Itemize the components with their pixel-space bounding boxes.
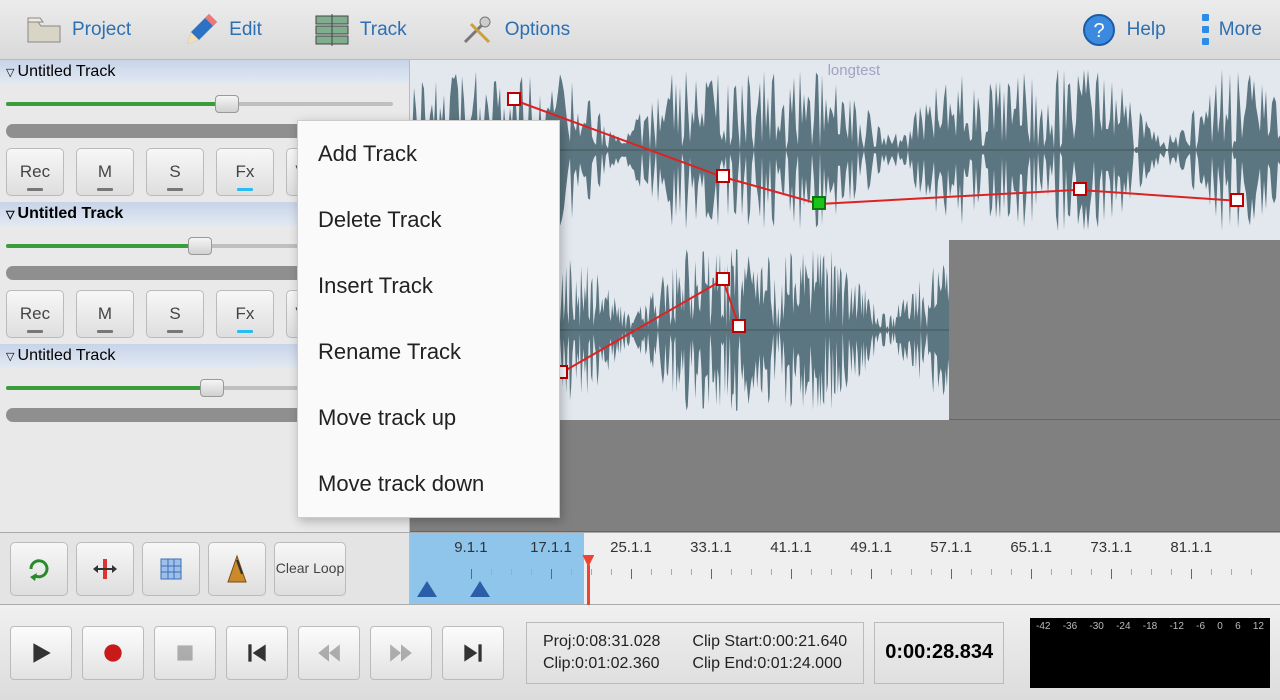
track-context-menu: Add Track Delete Track Insert Track Rena… bbox=[297, 120, 560, 518]
folder-icon bbox=[26, 12, 62, 48]
time-info-box: Proj:0:08:31.028 Clip:0:01:02.360 Clip S… bbox=[526, 622, 864, 684]
menu-help-label: Help bbox=[1127, 19, 1166, 41]
loop-toggle-button[interactable] bbox=[10, 542, 68, 596]
clear-loop-button[interactable]: Clear Loop bbox=[274, 542, 346, 596]
help-icon: ? bbox=[1081, 12, 1117, 48]
snap-button[interactable] bbox=[76, 542, 134, 596]
record-button[interactable] bbox=[82, 626, 144, 680]
menu-options-label: Options bbox=[505, 19, 570, 41]
level-meter: -42-36-30-24-18-12-60612 bbox=[1030, 618, 1270, 688]
ctx-rename-track[interactable]: Rename Track bbox=[298, 319, 559, 385]
rec-button[interactable]: Rec bbox=[6, 148, 64, 196]
ctx-add-track[interactable]: Add Track bbox=[298, 121, 559, 187]
go-end-button[interactable] bbox=[442, 626, 504, 680]
timeline-ruler[interactable]: 9.1.117.1.125.1.133.1.141.1.149.1.157.1.… bbox=[410, 533, 1280, 604]
solo-button[interactable]: S bbox=[146, 148, 204, 196]
more-dots-icon bbox=[1202, 14, 1209, 45]
menu-edit[interactable]: Edit bbox=[157, 0, 288, 59]
menu-edit-label: Edit bbox=[229, 19, 262, 41]
mute-button[interactable]: M bbox=[76, 148, 134, 196]
grid-button[interactable] bbox=[142, 542, 200, 596]
menu-help[interactable]: ? Help bbox=[1063, 0, 1184, 59]
solo-button[interactable]: S bbox=[146, 290, 204, 338]
fx-button[interactable]: Fx bbox=[216, 290, 274, 338]
go-start-button[interactable] bbox=[226, 626, 288, 680]
play-button[interactable] bbox=[10, 626, 72, 680]
metronome-button[interactable] bbox=[208, 542, 266, 596]
clip-label: longtest bbox=[828, 62, 881, 79]
mute-button[interactable]: M bbox=[76, 290, 134, 338]
stop-button[interactable] bbox=[154, 626, 216, 680]
svg-text:?: ? bbox=[1093, 20, 1104, 42]
pencil-icon bbox=[183, 12, 219, 48]
fx-button[interactable]: Fx bbox=[216, 148, 274, 196]
menu-track-label: Track bbox=[360, 19, 407, 41]
track-name[interactable]: Untitled Track bbox=[0, 60, 409, 84]
menu-more[interactable]: More bbox=[1184, 0, 1280, 59]
rewind-button[interactable] bbox=[298, 626, 360, 680]
menu-track[interactable]: Track bbox=[288, 0, 433, 59]
ctx-delete-track[interactable]: Delete Track bbox=[298, 187, 559, 253]
playhead[interactable] bbox=[582, 555, 594, 605]
menu-project-label: Project bbox=[72, 19, 131, 41]
clip-time: Clip:0:01:02.360 bbox=[543, 655, 660, 673]
ctx-move-down[interactable]: Move track down bbox=[298, 451, 559, 517]
ctx-insert-track[interactable]: Insert Track bbox=[298, 253, 559, 319]
menu-options[interactable]: Options bbox=[433, 0, 596, 59]
proj-time: Proj:0:08:31.028 bbox=[543, 633, 660, 651]
menu-more-label: More bbox=[1219, 19, 1262, 41]
forward-button[interactable] bbox=[370, 626, 432, 680]
rec-button[interactable]: Rec bbox=[6, 290, 64, 338]
current-time: 0:00:28.834 bbox=[874, 622, 1004, 684]
clip-end: Clip End:0:01:24.000 bbox=[692, 655, 847, 673]
tracks-icon bbox=[314, 12, 350, 48]
tools-icon bbox=[459, 12, 495, 48]
volume-slider[interactable] bbox=[6, 92, 393, 116]
ctx-move-up[interactable]: Move track up bbox=[298, 385, 559, 451]
menu-project[interactable]: Project bbox=[0, 0, 157, 59]
clip-start: Clip Start:0:00:21.640 bbox=[692, 633, 847, 651]
